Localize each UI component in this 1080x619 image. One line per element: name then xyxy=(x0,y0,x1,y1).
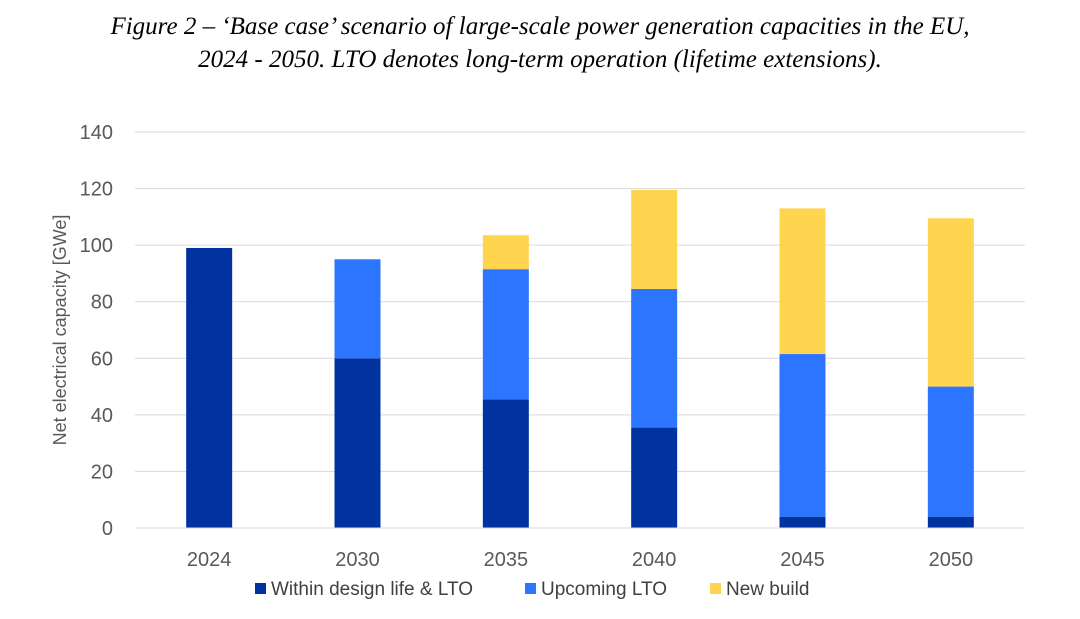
legend-item: New build xyxy=(710,579,809,600)
bar-stack-2035 xyxy=(482,235,529,528)
y-tick-label: 100 xyxy=(80,235,113,257)
legend-label: Within design life & LTO xyxy=(271,579,473,600)
legend-item: Within design life & LTO xyxy=(255,579,473,600)
x-tick-label: 2030 xyxy=(335,549,380,571)
bar-segment xyxy=(631,288,678,428)
bar-stacks xyxy=(186,189,974,528)
y-tick-label: 140 xyxy=(80,122,113,144)
figure-caption: Figure 2 – ‘Base case’ scenario of large… xyxy=(0,10,1080,76)
bar-segment xyxy=(779,354,826,517)
x-tick-label: 2050 xyxy=(929,549,974,571)
legend-swatch xyxy=(255,583,266,594)
y-axis-tick-labels: 0 20 40 60 80 100 120 140 xyxy=(80,122,113,540)
x-tick-label: 2024 xyxy=(187,549,232,571)
bar-segment xyxy=(482,399,529,528)
legend: Within design life & LTO Upcoming LTO New … xyxy=(255,579,809,600)
bar-segment xyxy=(631,189,678,289)
bar-segment xyxy=(334,358,381,528)
legend-label: Upcoming LTO xyxy=(541,579,667,600)
bar-stack-2045 xyxy=(779,208,826,528)
bar-segment xyxy=(927,516,974,528)
x-tick-label: 2035 xyxy=(484,549,529,571)
x-axis-tick-labels: 2024 2030 2035 2040 2045 2050 xyxy=(187,549,973,571)
bar-segment xyxy=(334,259,381,359)
legend-swatch xyxy=(525,583,536,594)
gridlines xyxy=(135,131,1025,472)
bar-segment xyxy=(779,516,826,528)
caption-line-2: 2024 - 2050. LTO denotes long-term opera… xyxy=(198,46,882,73)
x-tick-label: 2040 xyxy=(632,549,677,571)
bar-stack-2040 xyxy=(631,189,678,528)
bar-segment xyxy=(631,427,678,528)
y-axis-title: Net electrical capacity [GWe] xyxy=(50,215,70,446)
y-tick-label: 40 xyxy=(91,405,113,427)
bar-stack-2024 xyxy=(186,247,233,528)
y-tick-label: 120 xyxy=(80,179,113,201)
bar-stack-2030 xyxy=(334,259,381,528)
bar-segment xyxy=(482,235,529,270)
y-tick-label: 20 xyxy=(91,461,113,483)
legend-item: Upcoming LTO xyxy=(525,579,667,600)
y-tick-label: 60 xyxy=(91,348,113,370)
bar-segment xyxy=(482,269,529,400)
legend-label: New build xyxy=(726,579,809,600)
legend-swatch xyxy=(710,583,721,594)
bar-segment xyxy=(927,386,974,517)
bar-segment xyxy=(927,218,974,387)
bar-stack-2050 xyxy=(927,218,974,528)
bar-segment xyxy=(779,208,826,355)
x-tick-label: 2045 xyxy=(780,549,825,571)
caption-line-1: Figure 2 – ‘Base case’ scenario of large… xyxy=(110,13,970,40)
bar-segment xyxy=(186,247,233,528)
y-tick-label: 0 xyxy=(102,518,113,540)
y-tick-label: 80 xyxy=(91,292,113,314)
